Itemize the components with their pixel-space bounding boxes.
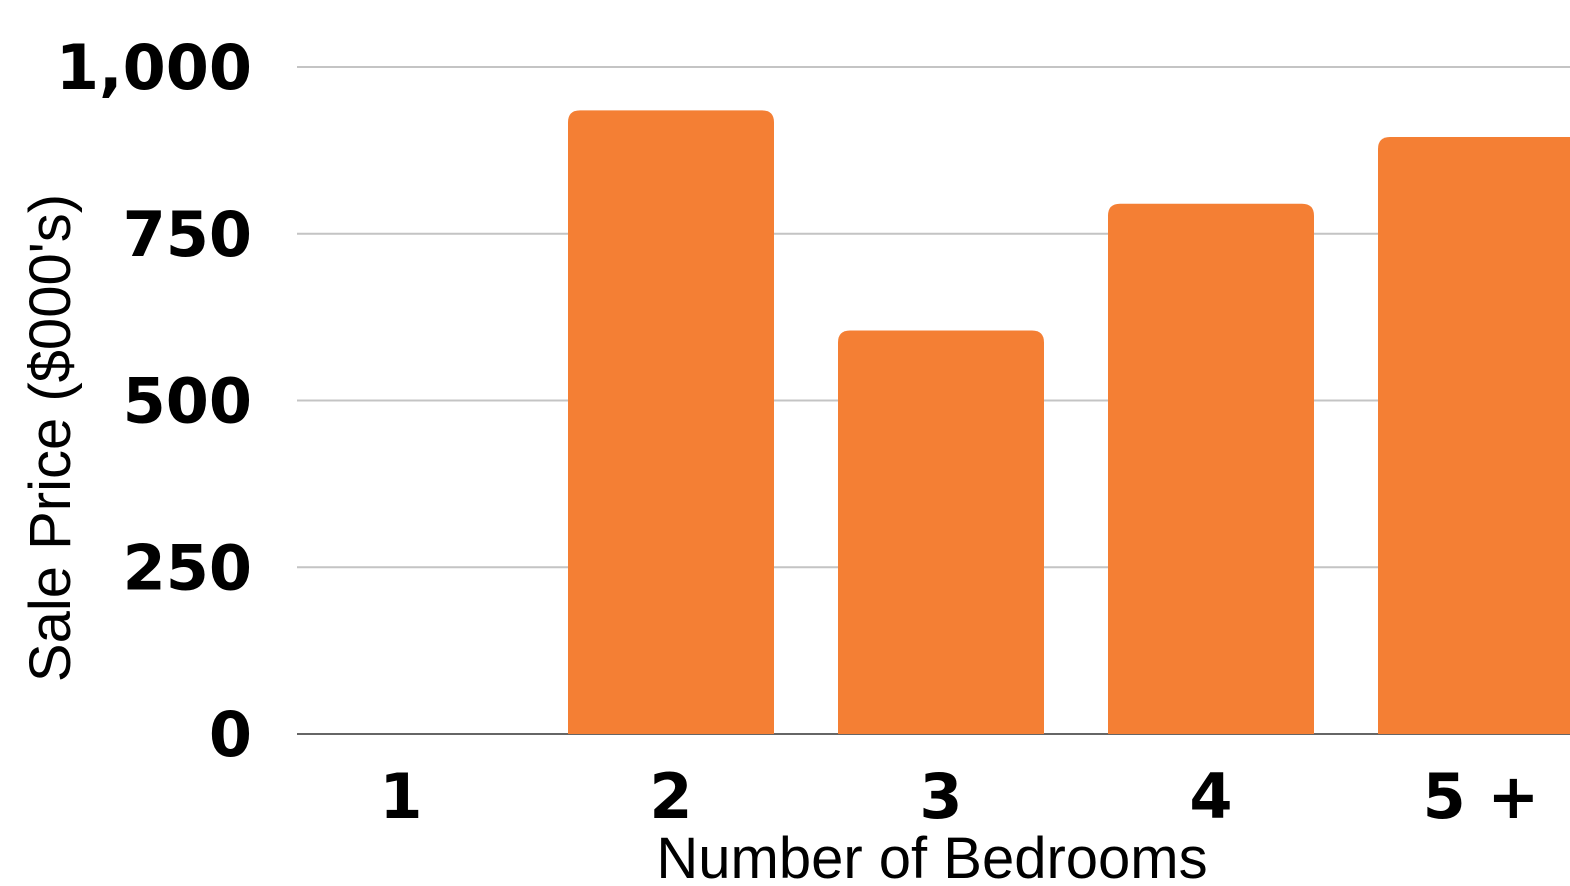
y-axis-tick-labels: 0 250 500 750 1,000: [56, 31, 252, 771]
y-tick-label: 500: [123, 365, 252, 438]
x-axis-tick-labels: 1 2 3 4 5 +: [379, 760, 1539, 833]
y-tick-label: 1,000: [56, 31, 252, 104]
bar: [1378, 137, 1570, 734]
y-tick-label: 250: [123, 531, 252, 604]
x-tick-label: 1: [379, 760, 422, 833]
bar: [838, 330, 1044, 734]
x-tick-label: 3: [919, 760, 962, 833]
bar: [1108, 203, 1314, 735]
y-tick-label: 0: [209, 698, 252, 771]
bars: [568, 110, 1570, 735]
x-tick-label: 2: [649, 760, 692, 833]
y-axis-title: Sale Price ($000's): [18, 194, 83, 682]
x-tick-label: 4: [1189, 760, 1232, 833]
x-axis-title: Number of Bedrooms: [656, 826, 1207, 886]
x-tick-label: 5 +: [1423, 760, 1540, 833]
bar: [568, 110, 774, 735]
y-tick-label: 750: [123, 198, 252, 271]
